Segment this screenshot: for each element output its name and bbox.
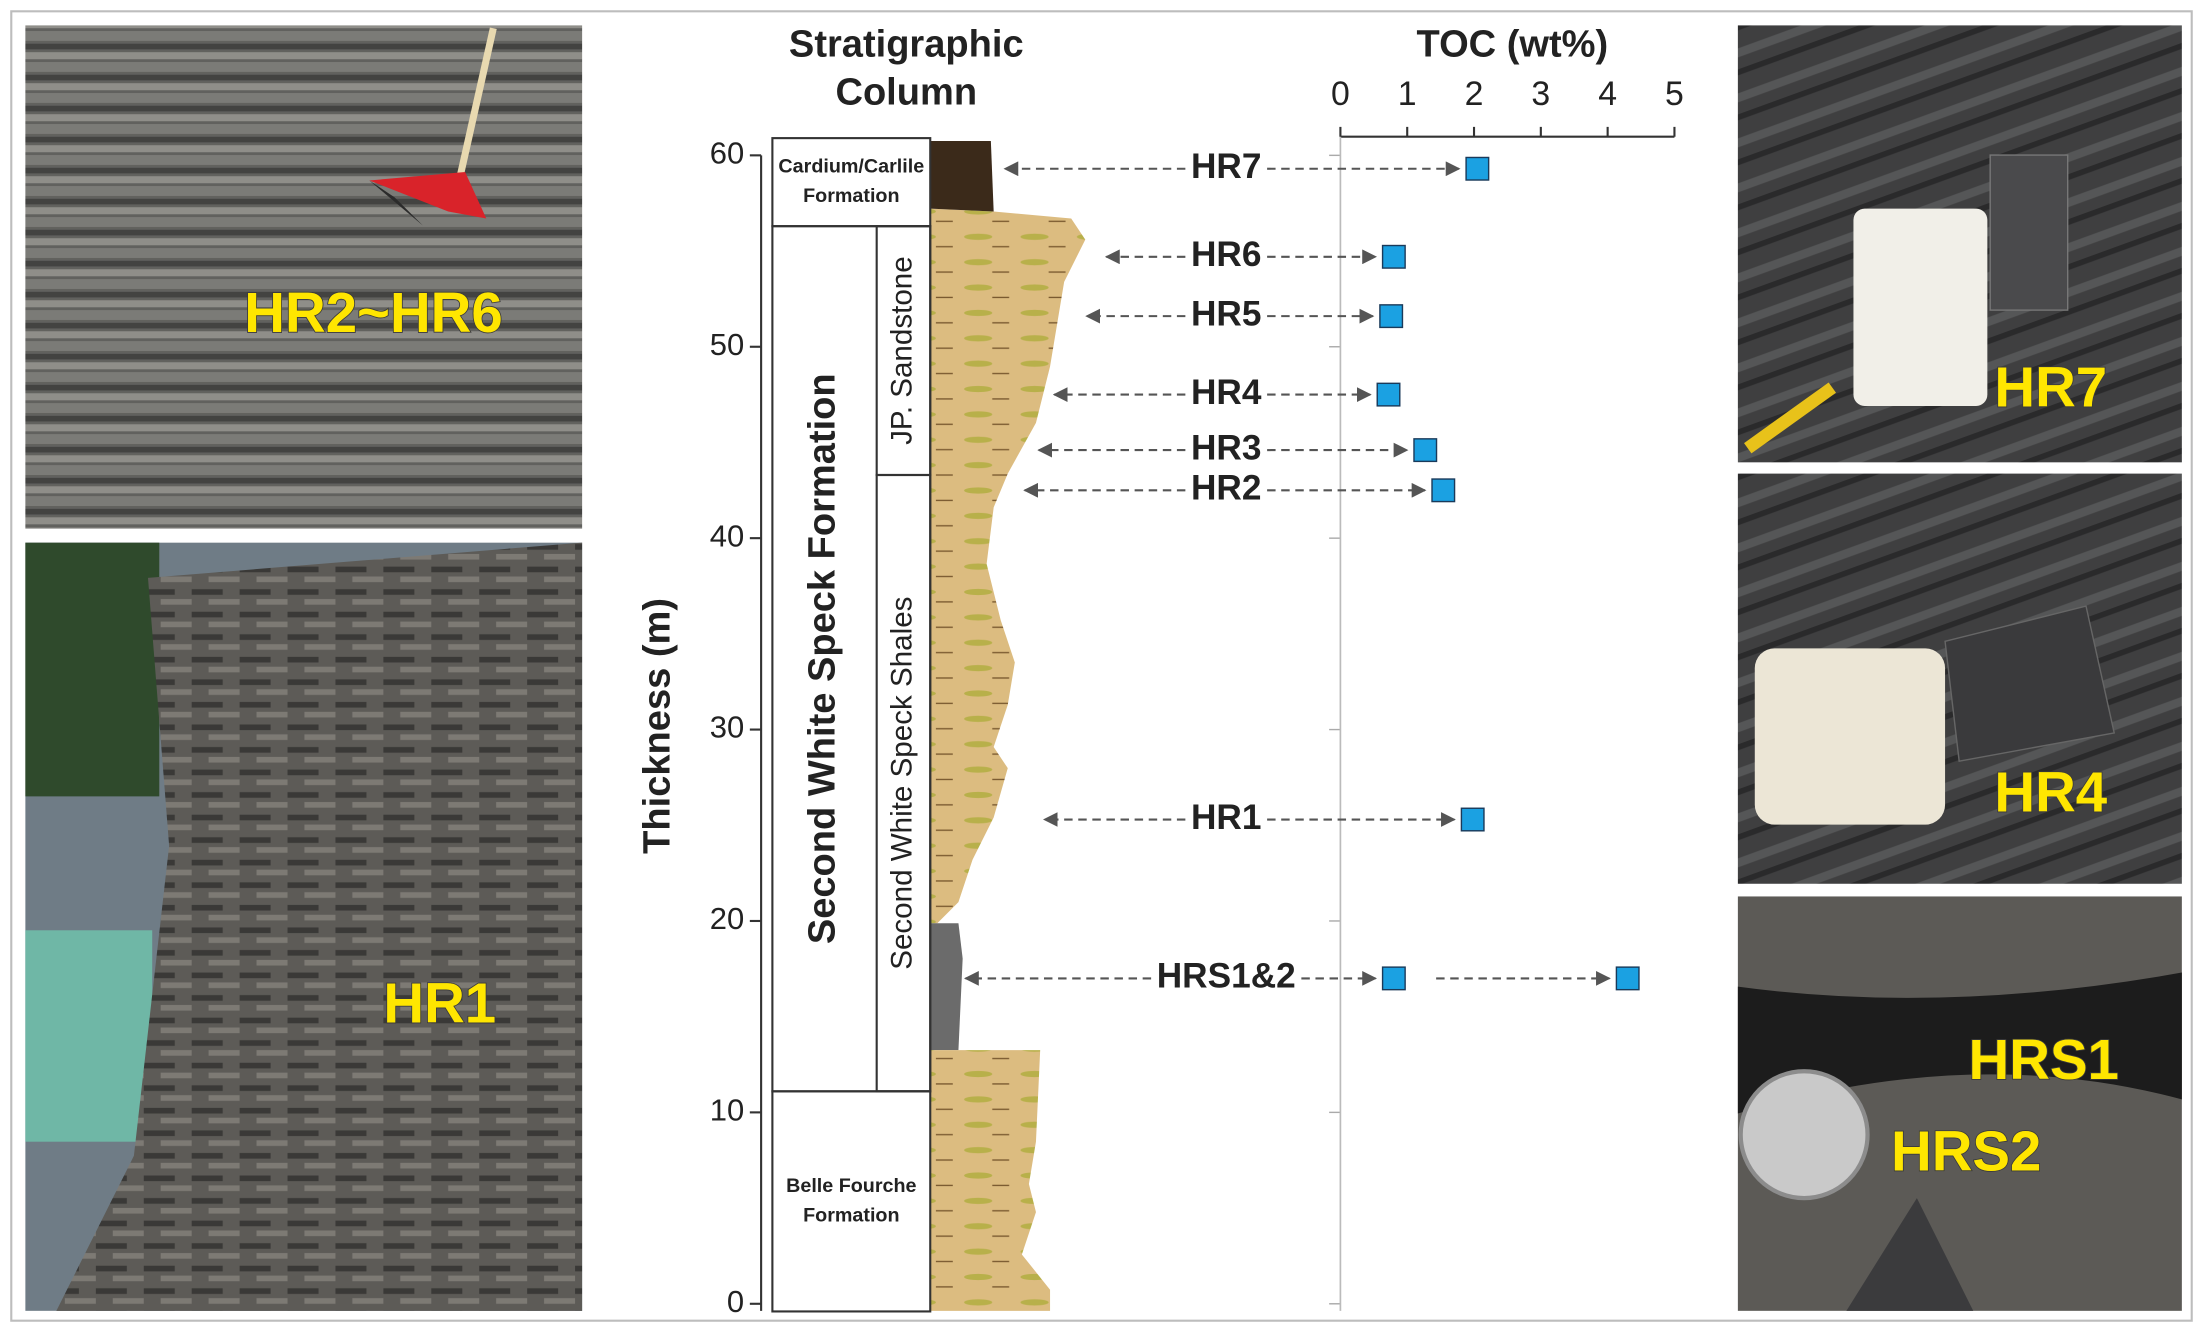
photo-hr1 bbox=[25, 542, 583, 1311]
unit-box bbox=[771, 1090, 932, 1313]
sample-label: HR5 bbox=[1191, 294, 1261, 333]
photo-hr4 bbox=[1737, 473, 2182, 884]
lithology bbox=[930, 208, 1086, 924]
photo-hrs bbox=[1737, 896, 2182, 1311]
unit-name: Second White Speck Formation bbox=[802, 373, 844, 944]
column-title: Column bbox=[835, 72, 977, 114]
y-tick-label: 10 bbox=[710, 1093, 744, 1128]
y-axis-title: Thickness (m) bbox=[637, 598, 679, 854]
toc-point bbox=[1431, 478, 1456, 503]
x-tick-label: 4 bbox=[1598, 75, 1617, 113]
toc-point bbox=[1381, 966, 1406, 991]
unit-name: Belle Fourche bbox=[786, 1175, 916, 1197]
member-name: JP. Sandstone bbox=[885, 256, 918, 445]
photo-hr2-hr6 bbox=[25, 25, 583, 529]
lithology bbox=[930, 923, 963, 1051]
y-tick-label: 30 bbox=[710, 710, 744, 745]
unit-name: Formation bbox=[803, 185, 899, 207]
sample-label: HRS1&2 bbox=[1157, 957, 1296, 996]
lithology bbox=[930, 140, 994, 212]
toc-point bbox=[1615, 966, 1640, 991]
x-tick-label: 0 bbox=[1331, 75, 1350, 113]
x-tick-label: 5 bbox=[1665, 75, 1684, 113]
toc-point bbox=[1381, 244, 1406, 269]
x-tick-label: 3 bbox=[1531, 75, 1550, 113]
y-tick-label: 0 bbox=[727, 1284, 744, 1319]
x-tick-label: 1 bbox=[1398, 75, 1417, 113]
photo-label: HR1 bbox=[383, 972, 496, 1035]
lithology bbox=[930, 1050, 1051, 1311]
photo-label: HR7 bbox=[1994, 356, 2107, 419]
sample-label: HR4 bbox=[1191, 373, 1262, 412]
toc-point bbox=[1413, 438, 1438, 463]
sample-label: HR1 bbox=[1191, 798, 1261, 837]
unit-name: Cardium/Carlile bbox=[778, 156, 924, 178]
sample-label: HR7 bbox=[1191, 147, 1261, 186]
toc-point bbox=[1460, 807, 1485, 832]
x-tick-label: 2 bbox=[1465, 75, 1484, 113]
y-tick-label: 40 bbox=[710, 518, 744, 553]
toc-point bbox=[1379, 304, 1404, 329]
photo-label: HR2~HR6 bbox=[244, 281, 502, 344]
photo-hr7 bbox=[1737, 25, 2182, 463]
x-axis-title: TOC (wt%) bbox=[1417, 24, 1609, 66]
sample-label: HR6 bbox=[1191, 235, 1261, 274]
y-tick-label: 20 bbox=[710, 901, 744, 936]
member-name: Second White Speck Shales bbox=[885, 597, 918, 970]
photo-label: HR4 bbox=[1994, 760, 2107, 823]
column-title: Stratigraphic bbox=[789, 24, 1024, 66]
y-tick-label: 50 bbox=[710, 327, 744, 362]
y-tick-label: 60 bbox=[710, 136, 744, 171]
photo-label: HRS1 bbox=[1969, 1028, 2119, 1091]
toc-point bbox=[1465, 156, 1490, 181]
unit-name: Formation bbox=[803, 1204, 899, 1226]
photo-label: HRS2 bbox=[1891, 1120, 2041, 1183]
sample-label: HR2 bbox=[1191, 469, 1261, 508]
toc-point bbox=[1376, 382, 1401, 407]
sample-label: HR3 bbox=[1191, 428, 1261, 467]
